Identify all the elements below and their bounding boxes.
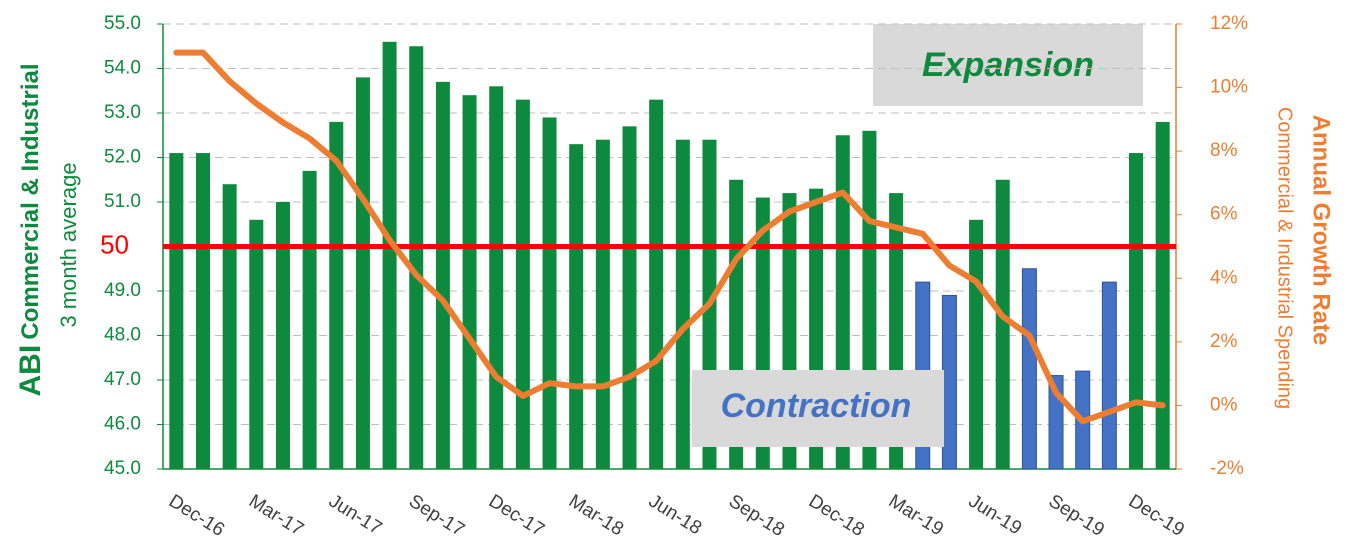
x-tick-label: Jun-19 — [965, 491, 1025, 540]
annotation: Contraction — [721, 387, 912, 425]
x-tick-label: Sep-17 — [405, 491, 468, 541]
y2-tick-label: 8% — [1210, 140, 1238, 161]
x-tick-label: Mar-17 — [245, 491, 307, 541]
bar — [382, 41, 397, 470]
bar — [569, 144, 584, 469]
bar — [355, 77, 370, 470]
annotation: Expansion — [922, 46, 1094, 84]
y-label-rest: Commercial & Industrial — [17, 63, 44, 339]
bar — [302, 170, 317, 469]
contraction-box — [692, 370, 944, 447]
x-tick-label: Mar-18 — [565, 491, 627, 541]
y-tick-label: 54.0 — [104, 58, 141, 79]
bar — [941, 294, 957, 470]
y-tick-label: 55.0 — [104, 13, 141, 34]
reference-label: 50 — [100, 229, 129, 259]
y2-axis-subtitle: Commercial & Industrial Spending — [1274, 107, 1296, 409]
bar — [1021, 268, 1037, 470]
y-tick-label: 53.0 — [104, 102, 141, 123]
y-tick-label: 49.0 — [104, 280, 141, 301]
x-tick-label: Dec-16 — [165, 491, 228, 541]
y-tick-label: 52.0 — [104, 147, 141, 168]
bar — [622, 126, 637, 469]
y2-tick-label: 6% — [1210, 204, 1238, 225]
y-tick-label: 47.0 — [104, 369, 141, 390]
x-tick-label: Dec-18 — [805, 491, 868, 541]
bar — [169, 153, 184, 470]
x-tick-label: Sep-19 — [1045, 491, 1108, 541]
bar — [542, 117, 557, 469]
bar — [409, 46, 424, 469]
x-tick-label: Dec-17 — [485, 491, 548, 541]
bar — [969, 219, 984, 469]
y2-tick-label: 4% — [1210, 267, 1238, 288]
bar — [649, 99, 664, 470]
y2-tick-label: 2% — [1210, 331, 1238, 352]
bar — [595, 139, 610, 469]
y-tick-label: 48.0 — [104, 325, 141, 346]
y2-tick-label: 10% — [1210, 77, 1248, 98]
y2-axis-title: Annual Growth Rate — [1308, 115, 1335, 346]
bar — [995, 179, 1010, 469]
bar — [222, 184, 237, 469]
expansion-box — [873, 24, 1143, 106]
y-tick-label: 46.0 — [104, 414, 141, 435]
bar — [1155, 121, 1170, 470]
bar — [515, 99, 530, 470]
y-tick-label: 51.0 — [104, 191, 141, 212]
growth-line — [173, 49, 1166, 425]
y2-tick-label: -2% — [1210, 458, 1244, 479]
bar — [1129, 153, 1144, 470]
bar — [1101, 281, 1117, 470]
bar — [435, 81, 450, 469]
x-tick-label: Jun-18 — [645, 491, 705, 540]
bar — [275, 202, 290, 469]
y-axis-subtitle: 3 month average — [56, 162, 81, 327]
bar — [462, 95, 477, 469]
x-tick-label: Jun-17 — [325, 491, 385, 540]
y-label-bold: ABI — [14, 345, 47, 397]
bar — [249, 219, 264, 469]
x-tick-label: Sep-18 — [725, 491, 788, 541]
x-tick-label: Dec-19 — [1125, 491, 1188, 541]
y-tick-label: 45.0 — [104, 458, 141, 479]
y-axis-title: ABI Commercial & Industrial — [14, 63, 47, 396]
bar — [195, 153, 210, 470]
bar — [675, 139, 690, 469]
y2-tick-label: 12% — [1210, 13, 1248, 34]
bar — [329, 121, 344, 470]
x-tick-label: Mar-19 — [885, 491, 947, 541]
y2-tick-label: 0% — [1210, 394, 1238, 415]
bar — [489, 86, 504, 470]
